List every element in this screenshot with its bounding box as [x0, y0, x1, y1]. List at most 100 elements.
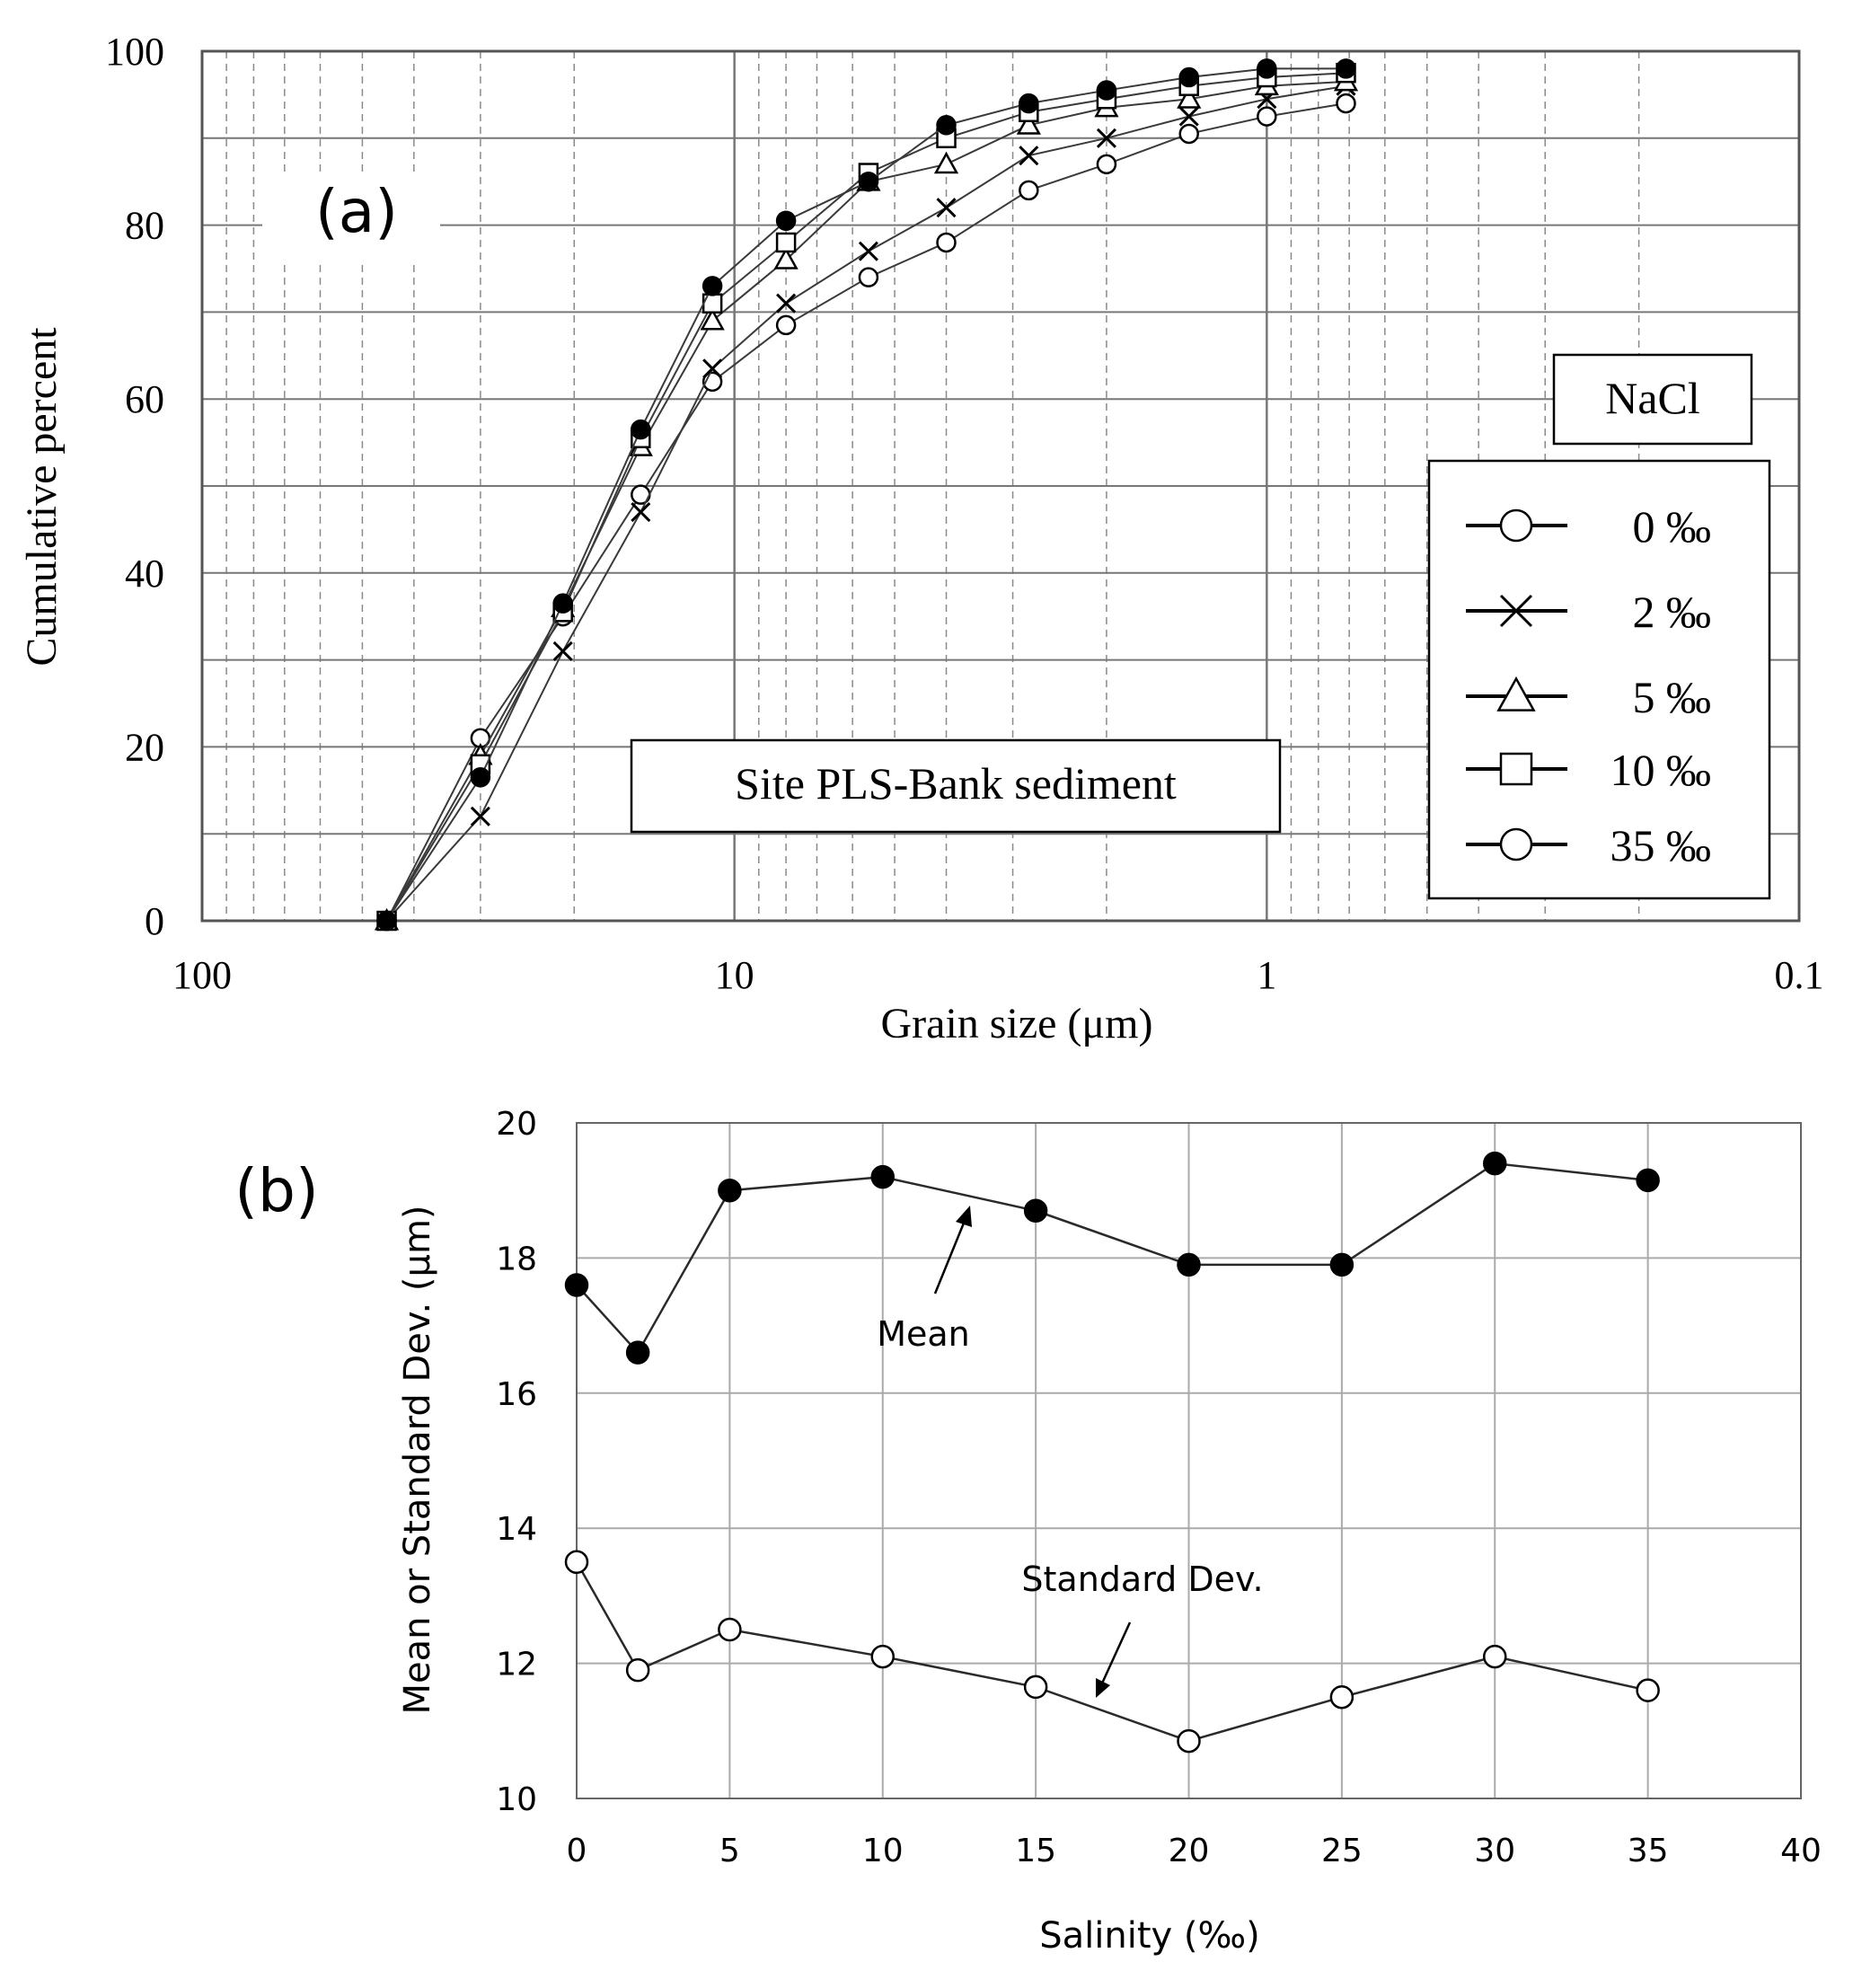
a-data-point	[858, 241, 878, 261]
a-data-point	[1178, 66, 1199, 88]
a-x-tick-label: 10	[715, 953, 754, 997]
a-data-point	[858, 171, 879, 192]
a-data-point	[1257, 58, 1277, 79]
a-data-point	[1178, 123, 1199, 145]
b-x-tick-labels: 0 5 10 15 20 25 30 35 40	[567, 1833, 1822, 1869]
a-data-point	[470, 767, 491, 788]
legend-label: 10 ‰	[1610, 745, 1712, 795]
legend-item: 35 ‰	[1466, 820, 1711, 870]
b-panel-label: (b)	[234, 1156, 318, 1225]
a-data-point	[1096, 80, 1117, 101]
sd-arrow-head	[1096, 1678, 1110, 1698]
a-data-point	[631, 501, 651, 523]
a-data-point	[936, 198, 957, 218]
b-data-point	[1177, 1252, 1201, 1277]
a-data-point	[702, 358, 723, 379]
a-x-tick-label: 1	[1257, 953, 1276, 997]
b-x-axis-label: Salinity (‰)	[1039, 1915, 1260, 1957]
a-panel-label-bg	[262, 175, 440, 265]
a-data-point	[773, 247, 799, 269]
b-y-tick-label: 14	[496, 1511, 537, 1548]
b-x-tick-label: 40	[1780, 1833, 1822, 1869]
b-data-point	[1177, 1728, 1201, 1754]
a-y-tick-label: 40	[125, 552, 164, 596]
a-y-tick-label: 80	[125, 204, 164, 248]
a-data-point	[936, 115, 957, 136]
a-data-point	[552, 593, 573, 614]
a-data-point	[1019, 146, 1039, 166]
a-data-point	[776, 293, 797, 314]
a-data-point	[1096, 128, 1116, 148]
a-data-point	[775, 232, 797, 253]
legend-item: 5 ‰	[1466, 672, 1711, 722]
a-data-point	[1096, 154, 1117, 175]
mean-arrow-line	[933, 1215, 968, 1294]
a-data-point	[470, 806, 490, 826]
b-series-0	[564, 1151, 1660, 1365]
b-y-tick-label: 16	[496, 1376, 537, 1413]
b-x-tick-label: 0	[567, 1833, 587, 1869]
b-data-point	[1636, 1678, 1660, 1702]
a-data-point	[1016, 112, 1041, 135]
legend-item: 0 ‰	[1466, 501, 1711, 552]
b-y-tick-label: 10	[496, 1781, 537, 1818]
a-data-point	[376, 910, 397, 932]
legend-box	[1427, 459, 1771, 900]
legend-label: 2 ‰	[1633, 587, 1712, 637]
legend-marker	[1499, 508, 1533, 543]
a-data-point	[933, 151, 959, 174]
b-data-point	[1483, 1644, 1507, 1669]
a-data-point	[701, 276, 723, 296]
site-label-box	[630, 738, 1282, 834]
a-data-point	[775, 314, 797, 336]
a-y-axis-label: Cumulative percent	[18, 327, 66, 667]
b-x-tick-label: 15	[1015, 1833, 1056, 1869]
b-x-tick-label: 30	[1474, 1833, 1515, 1869]
legend-label: 5 ‰	[1633, 672, 1712, 722]
a-data-point	[700, 308, 725, 331]
a-panel-label: (a)	[315, 177, 398, 246]
a-y-tick-label: 60	[125, 377, 164, 421]
sd-annotation: Standard Dev.	[1021, 1559, 1263, 1599]
legend-marker	[1499, 827, 1533, 861]
b-plot-frame	[576, 1122, 1802, 1799]
b-x-tick-label: 20	[1169, 1833, 1210, 1869]
a-series-group	[374, 58, 1359, 932]
a-data-point	[1257, 106, 1277, 127]
legend-title: NaCl	[1605, 373, 1700, 423]
legend-title-box	[1552, 353, 1753, 446]
a-y-tick-label: 0	[145, 899, 164, 943]
site-label: Site PLS-Bank sediment	[735, 758, 1177, 808]
b-x-tick-label: 5	[719, 1833, 740, 1869]
a-x-tick-label: 0.1	[1775, 953, 1824, 997]
sd-arrow-line	[1099, 1621, 1132, 1686]
a-data-point	[1336, 58, 1356, 79]
b-y-axis-label: Mean or Standard Dev. (μm)	[397, 1205, 438, 1714]
a-y-tick-label: 100	[105, 30, 164, 74]
b-data-point	[870, 1644, 895, 1669]
salinity-chart: 10 12 14 16 18 20 0 5 10 15 20 25 30 35 40 Salinity (…	[234, 1106, 1822, 1957]
b-x-tick-label: 25	[1321, 1833, 1363, 1869]
a-series-4	[376, 58, 1356, 932]
a-data-point	[552, 641, 573, 661]
b-y-tick-label: 18	[496, 1241, 537, 1277]
mean-annotation: Mean	[877, 1314, 970, 1354]
a-x-axis-label: Grain size (μm)	[881, 1000, 1153, 1047]
legend-marker	[1499, 594, 1533, 628]
legend-marker	[1499, 752, 1533, 786]
legend-marker	[1496, 676, 1536, 711]
a-data-point	[1177, 86, 1202, 109]
legend: 0 ‰ 2 ‰ 5 ‰ 10 ‰ 35 ‰	[1466, 501, 1711, 870]
b-series-1	[564, 1550, 1660, 1754]
b-x-tick-label: 35	[1628, 1833, 1669, 1869]
grain-size-chart: 0 20 40 60 80 100 100 10 1 0.1 Grain size (μm) C…	[18, 30, 1824, 1047]
b-y-tick-label: 12	[496, 1647, 537, 1683]
a-data-point	[858, 267, 879, 287]
b-data-point	[718, 1178, 742, 1203]
b-data-point	[625, 1657, 650, 1683]
legend-label: 0 ‰	[1633, 501, 1712, 552]
b-data-point	[1329, 1684, 1354, 1710]
legend-label: 35 ‰	[1610, 820, 1712, 870]
a-data-point	[1019, 180, 1039, 201]
